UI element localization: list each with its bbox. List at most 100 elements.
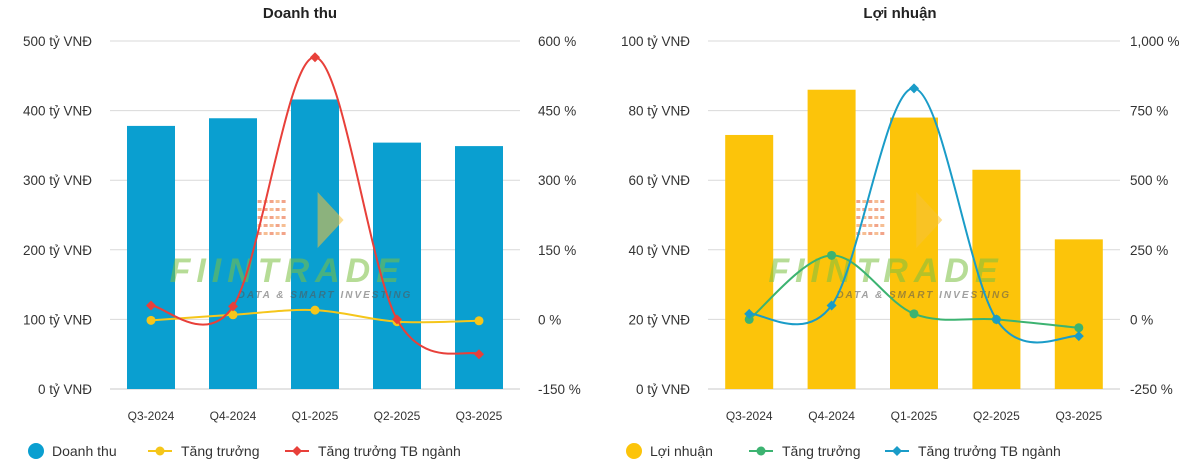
y2-tick-label: 500 % — [1130, 173, 1168, 188]
y-tick-label: 40 tỷ VNĐ — [628, 243, 690, 258]
series-point — [1074, 323, 1084, 333]
x-tick-label: Q2-2025 — [973, 409, 1020, 423]
watermark-dot — [257, 208, 262, 211]
watermark-dot — [257, 216, 262, 219]
y2-tick-label: 250 % — [1130, 243, 1168, 258]
watermark-dot — [275, 224, 280, 227]
watermark-dot — [880, 216, 885, 219]
x-tick-label: Q4-2024 — [808, 409, 855, 423]
watermark-tagline: DATA & SMART INVESTING — [238, 290, 413, 301]
y-tick-label: 200 tỷ VNĐ — [23, 243, 92, 258]
legend-label: Tăng trưởng — [782, 443, 860, 459]
series-point — [228, 310, 238, 320]
watermark-dot — [257, 200, 262, 203]
bar — [455, 146, 503, 389]
legend-bar-swatch — [626, 443, 642, 459]
watermark-dot — [281, 200, 286, 203]
watermark-dot — [269, 224, 274, 227]
series-point — [146, 315, 156, 325]
watermark-dot — [856, 216, 861, 219]
series-point — [228, 301, 238, 312]
x-tick-label: Q2-2025 — [374, 409, 421, 423]
watermark-tagline: DATA & SMART INVESTING — [836, 290, 1011, 301]
y2-tick-label: 0 % — [538, 312, 561, 327]
watermark-brand: FIINTRADE — [170, 252, 405, 290]
y2-tick-label: 0 % — [1130, 312, 1153, 327]
series-point — [909, 309, 919, 319]
watermark-dot — [862, 200, 867, 203]
watermark-brand: FIINTRADE — [768, 252, 1003, 290]
watermark-dot — [275, 216, 280, 219]
x-tick-label: Q3-2024 — [128, 409, 175, 423]
watermark-dot — [269, 208, 274, 211]
watermark-dot — [880, 232, 885, 235]
bar — [1054, 239, 1103, 389]
legend-marker — [155, 446, 165, 456]
watermark-dot — [880, 200, 885, 203]
x-tick-label: Q1-2025 — [891, 409, 938, 423]
series-point — [744, 308, 755, 319]
watermark-dot — [269, 232, 274, 235]
y-tick-label: 100 tỷ VNĐ — [621, 34, 690, 49]
series-point — [827, 250, 837, 260]
revenue-chart: Doanh thu 0 tỷ VNĐ -150 % 100 tỷ VNĐ 0 % 200 … — [23, 5, 581, 459]
y-tick-label: 0 tỷ VNĐ — [636, 382, 690, 397]
watermark-dot — [880, 224, 885, 227]
legend-label: Tăng trưởng TB ngành — [918, 443, 1061, 459]
y-tick-label: 500 tỷ VNĐ — [23, 34, 92, 49]
watermark-dot — [856, 208, 861, 211]
series-point — [146, 300, 156, 311]
watermark-dot — [862, 232, 867, 235]
bar — [373, 142, 421, 389]
watermark-dot — [874, 216, 879, 219]
x-tick-label: Q4-2024 — [210, 409, 257, 423]
legend: Lợi nhuận Tăng trưởng Tăng trưởng TB ngành — [626, 443, 1061, 459]
bar — [807, 89, 856, 389]
watermark-dot — [868, 224, 873, 227]
x-tick-label: Q1-2025 — [292, 409, 339, 423]
watermark-dot — [269, 216, 274, 219]
watermark-arrow — [916, 192, 943, 248]
bar — [127, 125, 175, 390]
watermark-dot — [856, 200, 861, 203]
x-tick-label: Q3-2025 — [456, 409, 503, 423]
bar — [291, 99, 339, 390]
y-tick-label: 400 tỷ VNĐ — [23, 104, 92, 119]
watermark-dot — [868, 232, 873, 235]
watermark-dot — [868, 200, 873, 203]
legend-marker — [292, 446, 302, 456]
y2-tick-label: -150 % — [538, 382, 581, 397]
watermark-dot — [868, 216, 873, 219]
watermark-dot — [874, 224, 879, 227]
watermark-arrow — [317, 192, 344, 248]
watermark-dot — [263, 216, 268, 219]
series-point — [310, 52, 320, 63]
y2-tick-label: 300 % — [538, 173, 576, 188]
watermark-dot — [281, 224, 286, 227]
bar — [209, 118, 257, 390]
series-point — [474, 316, 484, 326]
y2-tick-label: 750 % — [1130, 104, 1168, 119]
bar — [890, 117, 938, 389]
watermark-dot — [281, 232, 286, 235]
legend-label: Lợi nhuận — [650, 443, 713, 459]
legend-label: Tăng trưởng — [181, 443, 259, 459]
y2-tick-label: 450 % — [538, 104, 576, 119]
watermark-dot — [275, 200, 280, 203]
x-tick-label: Q3-2025 — [1055, 409, 1102, 423]
bar — [725, 134, 774, 389]
watermark-dot — [874, 232, 879, 235]
y-tick-label: 20 tỷ VNĐ — [628, 312, 690, 327]
x-tick-label: Q3-2024 — [726, 409, 773, 423]
watermark-dot — [862, 224, 867, 227]
y-tick-label: 60 tỷ VNĐ — [628, 173, 690, 188]
y-tick-label: 300 tỷ VNĐ — [23, 173, 92, 188]
legend-bar-swatch — [28, 443, 44, 459]
series-point — [474, 349, 484, 360]
watermark-dot — [275, 232, 280, 235]
y-tick-label: 0 tỷ VNĐ — [38, 382, 92, 397]
